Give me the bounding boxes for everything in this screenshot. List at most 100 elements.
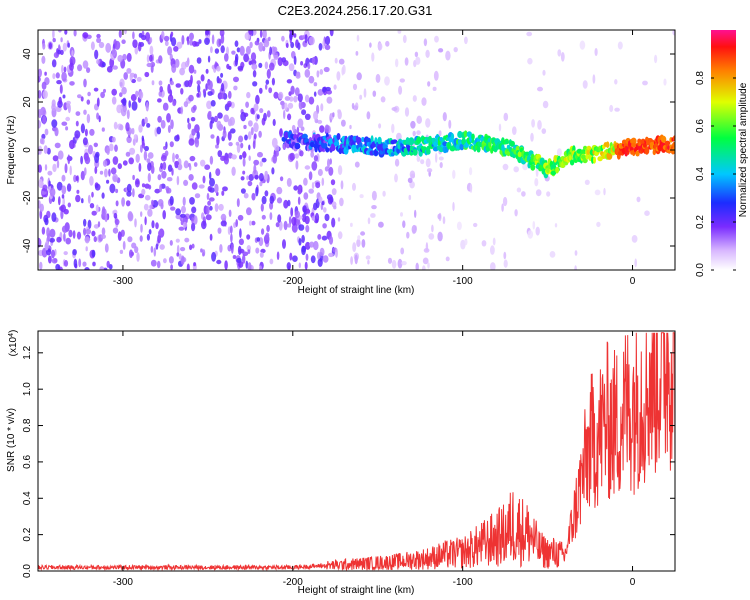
spectrogram-noise-cell xyxy=(104,168,108,178)
spectrogram-noise-cell xyxy=(41,226,46,235)
spectrogram-noise-cell xyxy=(246,207,252,216)
spectrogram-noise-cell xyxy=(109,57,115,68)
spectrogram-noise-cell xyxy=(147,162,152,172)
spectrogram-noise-cell xyxy=(311,182,315,189)
spectrogram-noise-cell xyxy=(285,42,289,49)
spectrogram-noise-cell xyxy=(132,39,138,48)
spectrogram-noise-cell xyxy=(250,127,254,136)
spectrogram-noise-cell xyxy=(287,113,292,121)
spectrogram-noise-cell xyxy=(160,155,167,162)
spectrogram-noise-cell xyxy=(48,42,53,49)
spectrogram-noise-cell xyxy=(219,92,225,100)
spectrogram-noise-cell xyxy=(542,100,549,109)
spectrogram-noise-cell xyxy=(402,220,406,228)
spectrogram-noise-cell xyxy=(169,240,173,246)
spectrogram-noise-cell xyxy=(574,265,577,270)
spectrogram-ridge-cell xyxy=(664,140,671,146)
spectrogram-noise-cell xyxy=(316,70,320,78)
spectrogram-noise-cell xyxy=(161,170,167,179)
spectrogram-noise-cell xyxy=(151,220,155,229)
spectrogram-noise-cell xyxy=(410,120,416,129)
spectrogram-noise-cell xyxy=(512,126,517,135)
spectrogram-noise-cell xyxy=(181,205,186,214)
spectrogram-noise-cell xyxy=(308,75,315,84)
spectrogram-noise-cell xyxy=(227,131,232,141)
spectrogram-noise-cell xyxy=(406,231,410,239)
spectrogram-noise-cell xyxy=(91,191,94,198)
spectrogram-noise-cell xyxy=(313,155,318,162)
spectrogram-noise-cell xyxy=(438,156,444,161)
spectrogram-noise-cell xyxy=(205,214,212,221)
x-tick-label: -200 xyxy=(283,577,303,588)
spectrogram-noise-cell xyxy=(176,252,180,257)
spectrogram-noise-cell xyxy=(211,251,217,262)
spectrogram-noise-cell xyxy=(96,59,100,65)
spectrogram-noise-cell xyxy=(407,177,413,183)
snr-y-scale-label: (x104) xyxy=(8,330,20,357)
spectrogram-noise-cell xyxy=(304,94,310,103)
spectrogram-noise-cell xyxy=(101,192,105,199)
spectrogram-noise-cell xyxy=(236,47,241,53)
spectrogram-noise-cell xyxy=(247,262,252,270)
spectrogram-noise-cell xyxy=(111,88,117,96)
spectrogram-noise-cell xyxy=(300,61,304,66)
spectrogram-noise-cell xyxy=(244,134,248,141)
spectrogram-noise-cell xyxy=(89,175,94,186)
spectrogram-noise-cell xyxy=(61,121,68,126)
spectrogram-noise-cell xyxy=(186,263,190,270)
spectrogram-noise-cell xyxy=(228,209,232,217)
spectrogram-noise-cell xyxy=(298,100,303,110)
spectrogram-noise-cell xyxy=(291,223,298,233)
spectrogram-ridge-cell xyxy=(301,133,308,140)
spectrogram-noise-cell xyxy=(146,123,151,128)
spectrogram-noise-cell xyxy=(250,107,255,115)
spectrogram-noise-cell xyxy=(445,50,451,61)
spectrogram-noise-cell xyxy=(617,41,623,50)
spectrogram-ridge-cell xyxy=(652,149,656,156)
spectrogram-noise-cell xyxy=(141,183,146,188)
spectrogram-noise-cell xyxy=(268,87,273,94)
spectrogram-noise-cell xyxy=(248,30,253,35)
spectrogram-noise-cell xyxy=(336,71,341,81)
spectrogram-noise-cell xyxy=(498,123,502,132)
spectrogram-noise-cell xyxy=(48,255,52,264)
spectrogram-noise-cell xyxy=(86,113,91,124)
spectrogram-noise-cell xyxy=(99,170,104,175)
spectrogram-noise-cell xyxy=(614,79,618,85)
spectrogram-noise-cell xyxy=(321,177,325,186)
spectrogram-noise-cell xyxy=(97,221,101,228)
spectrogram-noise-cell xyxy=(256,114,260,120)
spectrogram-noise-cell xyxy=(38,178,43,189)
spectrogram-noise-cell xyxy=(298,224,305,231)
spectrogram-noise-cell xyxy=(162,210,166,220)
spectrogram-noise-cell xyxy=(65,116,71,122)
spectrogram-noise-cell xyxy=(144,194,151,201)
spectrogram-noise-cell xyxy=(283,199,289,209)
spectrogram-noise-cell xyxy=(113,121,118,130)
spectrogram-noise-cell xyxy=(206,192,210,201)
spectrogram-ridge-cell xyxy=(459,143,465,151)
snr-y-ticks: 0.0 0.2 0.4 0.6 0.8 1.0 1.2 xyxy=(22,345,675,578)
spectrogram-noise-cell xyxy=(644,210,650,216)
x-tick-label: -300 xyxy=(113,276,133,287)
spectrogram-noise-cell xyxy=(248,120,253,127)
spectrogram-noise-cell xyxy=(114,40,121,50)
spectrogram-noise-cell xyxy=(333,84,337,90)
spectrogram-noise-cell xyxy=(282,239,286,249)
spectrogram-noise-cell xyxy=(119,249,124,254)
snr-y-label: SNR (10 * v/v) xyxy=(6,408,17,472)
spectrogram-noise-cell xyxy=(490,262,496,270)
spectrogram-noise-cell xyxy=(38,237,42,248)
spectrogram-noise-cell xyxy=(231,166,236,176)
spectrogram-noise-cell xyxy=(308,96,315,105)
spectrogram-noise-cell xyxy=(175,83,182,88)
spectrogram-noise-cell xyxy=(202,88,206,94)
spectrogram-noise-cell xyxy=(59,266,63,270)
spectrogram-noise-cell xyxy=(47,170,53,176)
spectrogram-noise-cell xyxy=(370,213,376,218)
spectrogram-noise-cell xyxy=(180,255,185,265)
spectrogram-ridge-cell xyxy=(660,135,667,143)
spectrogram-noise-cell xyxy=(258,173,264,182)
spectrogram-noise-cell xyxy=(247,249,251,255)
spectrogram-noise-cell xyxy=(88,144,93,155)
